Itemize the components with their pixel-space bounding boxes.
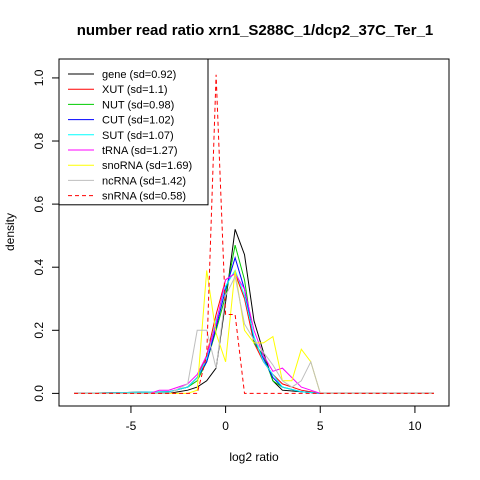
legend: gene (sd=0.92) XUT (sd=1.1) NUT (sd=0.98) C…	[58, 58, 209, 206]
legend-label: snRNA (sd=0.58)	[102, 191, 186, 203]
y-tick-label: 0.6	[32, 195, 46, 212]
y-tick-label: 0.0	[32, 385, 46, 402]
legend-label: CUT (sd=1.02)	[102, 115, 174, 127]
legend-label: gene (sd=0.92)	[102, 69, 176, 81]
legend-label: XUT (sd=1.1)	[102, 84, 168, 96]
series-line-7	[74, 275, 434, 394]
legend-label: ncRNA (sd=1.42)	[102, 175, 186, 187]
x-tick-label: -5	[126, 419, 137, 433]
axis-layer: -5 0 5 10 0.0 0.2 0.4 0.6 0.8 1.0	[32, 69, 422, 433]
series-line-1	[74, 272, 434, 394]
chart-title: number read ratio xrn1_S288C_1/dcp2_37C_…	[77, 22, 434, 39]
legend-label: SUT (sd=1.07)	[102, 130, 174, 142]
legend-label: NUT (sd=0.98)	[102, 99, 174, 111]
series-line-5	[74, 272, 434, 394]
series-layer	[74, 74, 434, 394]
x-axis-label: log2 ratio	[229, 450, 279, 464]
y-axis-label: density	[3, 213, 17, 251]
series-line-3	[74, 255, 434, 394]
x-tick-label: 5	[317, 419, 324, 433]
y-tick-label: 0.8	[32, 132, 46, 149]
legend-label: tRNA (sd=1.27)	[102, 145, 178, 157]
x-tick-label: 10	[408, 419, 422, 433]
series-line-6	[74, 270, 434, 394]
y-tick-label: 1.0	[32, 69, 46, 86]
legend-label: snoRNA (sd=1.69)	[102, 160, 192, 172]
series-line-4	[74, 269, 434, 394]
y-tick-label: 0.2	[32, 322, 46, 339]
series-line-8	[74, 74, 434, 394]
series-line-0	[74, 229, 434, 394]
x-tick-label: 0	[222, 419, 229, 433]
y-tick-label: 0.4	[32, 259, 46, 276]
